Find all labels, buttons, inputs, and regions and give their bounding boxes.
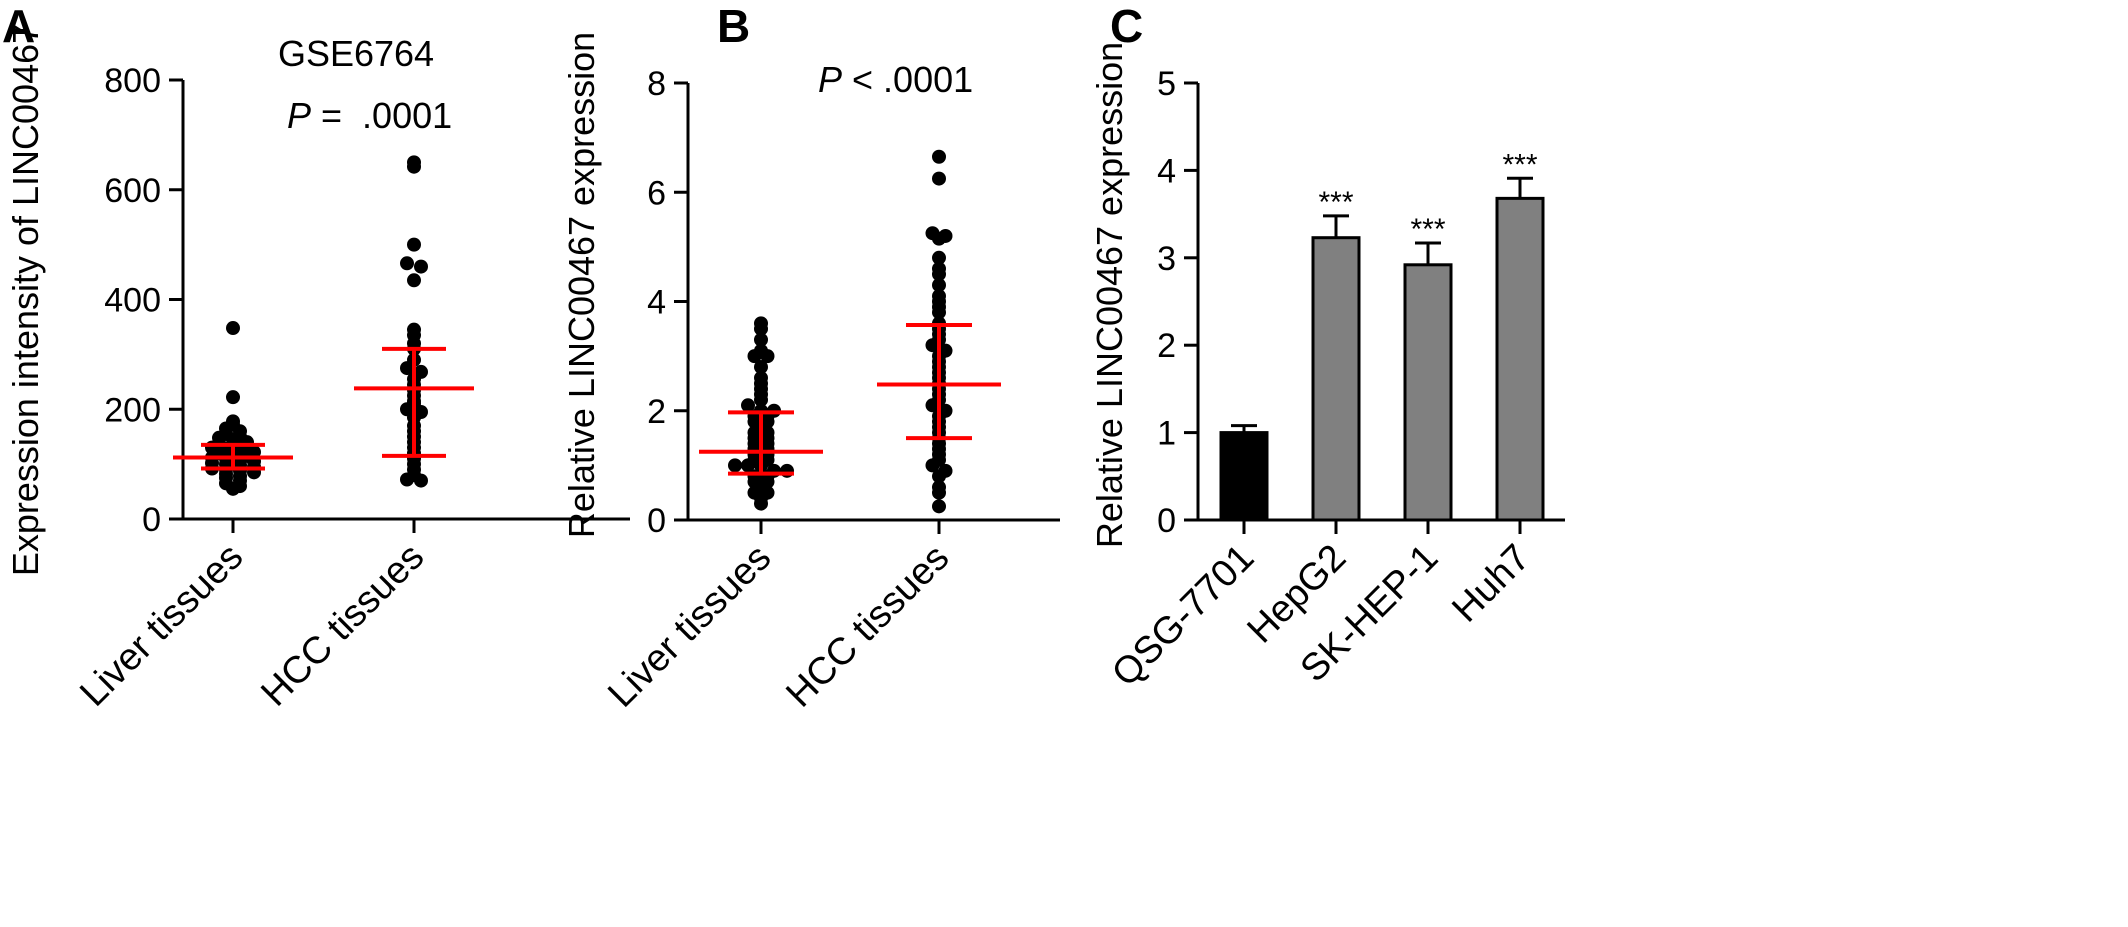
panel-a-dataset-label: GSE6764 [278, 33, 434, 74]
panel-a-ylabel: Expression intensity of LINC00467 [5, 24, 46, 576]
panel-a-category-label: Liver tissues [72, 536, 251, 715]
panel-b-data-point [932, 267, 946, 282]
panel-a-p-rest: = .0001 [311, 95, 452, 136]
panel-b-data-point [780, 463, 794, 478]
panel-b-data-point [754, 321, 768, 336]
panel-c-ytick-label: 3 [1157, 240, 1176, 278]
panel-a-ytick-label: 800 [104, 62, 161, 100]
panel-c-ytick-label: 1 [1157, 415, 1176, 453]
panel-c-category-label: Huh7 [1444, 537, 1538, 631]
panel-c-significance-label: *** [1410, 213, 1445, 246]
panel-a-ytick-label: 0 [142, 501, 161, 539]
panel-c-bar [1311, 236, 1361, 522]
panel-a-data-point [226, 321, 240, 336]
panel-a-ytick-label: 400 [104, 282, 161, 320]
panel-b-ytick-label: 6 [647, 174, 666, 212]
panel-b-data-point [925, 398, 940, 413]
panel-b-data-point [925, 458, 940, 473]
panel-a-letter: A [2, 0, 35, 52]
panel-c-ylabel: Relative LINC00467 expression [1089, 42, 1130, 548]
panel-b-ytick-label: 2 [647, 393, 666, 431]
panel-c-ytick-label: 4 [1157, 152, 1176, 190]
panel-b-data-point [932, 171, 946, 186]
panel-b-p-value: P < .0001 [818, 59, 973, 100]
panel-b-data-point [932, 278, 946, 293]
panel-c-ytick-label: 2 [1157, 327, 1176, 365]
panel-a-p-value: P = .0001 [287, 95, 452, 136]
panel-b-data-point [741, 398, 755, 413]
panel-a-data-point [407, 273, 421, 288]
panel-b-p-symbol: P [818, 59, 842, 100]
panel-b-data-point [760, 349, 775, 364]
panel-b-ytick-label: 8 [647, 65, 666, 103]
panel-a-ytick-label: 200 [104, 391, 161, 429]
panel-a-data-point [407, 159, 421, 174]
panel-a-data-point [407, 237, 421, 252]
panel-b-data-point [932, 231, 946, 246]
panel-c: C Relative LINC00467 expression 0 1 2 3 4 5 *… [1089, 0, 1565, 695]
panel-b-ylabel: Relative LINC00467 expression [561, 32, 602, 538]
panel-a-data-point [400, 256, 414, 271]
panel-c-ytick-label: 0 [1157, 502, 1176, 540]
panel-b-data-point [754, 496, 768, 511]
panel-a-data-point [414, 259, 428, 274]
panel-a-data-point [226, 481, 240, 496]
panel-b-data-point [728, 458, 742, 473]
panel-c-significance-label: *** [1318, 186, 1353, 219]
panel-b: B Relative LINC00467 expression P < .000… [561, 0, 1060, 716]
panel-b-data-point [754, 332, 768, 347]
panel-a: A Expression intensity of LINC00467 GSE6… [2, 0, 630, 715]
panel-c-bar [1495, 196, 1545, 522]
panel-a-data-point [414, 473, 428, 488]
panel-a-data-point [400, 361, 414, 376]
panel-a-category-label: HCC tissues [253, 536, 432, 715]
panel-b-ytick-label: 0 [647, 502, 666, 540]
panel-b-data-point [754, 392, 768, 407]
panel-b-p-rest: < .0001 [842, 59, 973, 100]
panel-a-ytick-label: 600 [104, 172, 161, 210]
panel-a-data-point [400, 472, 414, 487]
panel-c-significance-label: *** [1502, 148, 1537, 181]
panel-b-category-label: Liver tissues [600, 537, 779, 716]
panel-b-data-point [932, 149, 946, 164]
panel-c-ytick-label: 5 [1157, 65, 1176, 103]
panel-b-data-point [932, 499, 946, 514]
panel-b-data-point [932, 250, 946, 265]
panel-b-data-point [741, 458, 755, 473]
panel-b-data-point [932, 305, 946, 320]
panel-a-p-symbol: P [287, 95, 311, 136]
panel-b-data-point [932, 485, 946, 500]
panel-b-letter: B [717, 0, 750, 52]
panel-b-data-point [925, 338, 940, 353]
panel-c-letter: C [1110, 0, 1143, 52]
panel-c-bar [1403, 263, 1453, 522]
panel-b-data-point [932, 469, 946, 484]
panel-b-category-label: HCC tissues [778, 537, 957, 716]
panel-b-ytick-label: 4 [647, 284, 666, 322]
panel-c-category-label: QSG-7701 [1104, 537, 1262, 695]
panel-c-bar [1219, 431, 1269, 522]
panel-b-data-point [747, 349, 762, 364]
panel-a-data-point [226, 390, 240, 405]
panel-b-data-point [754, 360, 768, 375]
